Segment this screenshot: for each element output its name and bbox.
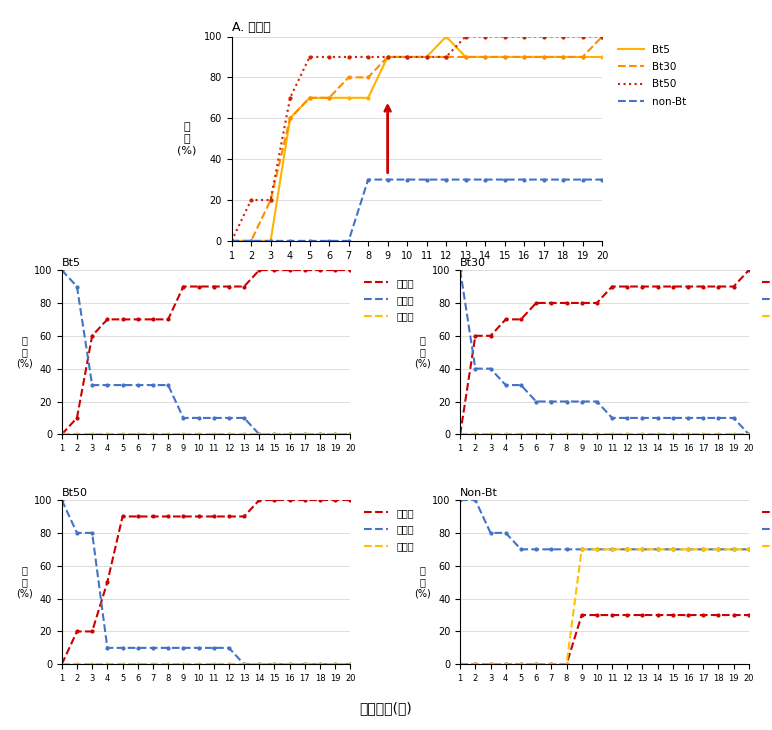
Legend: 사망률, 생존률, 용화율: 사망률, 생존률, 용화율 bbox=[760, 275, 772, 324]
Y-axis label: 비
율
(%): 비 율 (%) bbox=[16, 336, 32, 369]
Text: Bt50: Bt50 bbox=[62, 488, 88, 498]
Text: A. 사망률: A. 사망률 bbox=[232, 21, 270, 34]
Text: Bt30: Bt30 bbox=[460, 258, 486, 268]
Text: Non-Bt: Non-Bt bbox=[460, 488, 498, 498]
Text: Bt5: Bt5 bbox=[62, 258, 81, 268]
Legend: Bt5, Bt30, Bt50, non-Bt: Bt5, Bt30, Bt50, non-Bt bbox=[615, 42, 689, 110]
Y-axis label: 비
율
(%): 비 율 (%) bbox=[415, 566, 431, 599]
Y-axis label: 비
율
(%): 비 율 (%) bbox=[415, 336, 431, 369]
Legend: 사망률, 생존률, 용화율: 사망률, 생존률, 용화율 bbox=[361, 275, 417, 324]
Text: 노출시간(일): 노출시간(일) bbox=[360, 701, 412, 715]
Y-axis label: 비
율
(%): 비 율 (%) bbox=[178, 122, 197, 155]
Y-axis label: 비
율
(%): 비 율 (%) bbox=[16, 566, 32, 599]
Legend: 사망률, 생존률, 용화율: 사망률, 생존률, 용화율 bbox=[361, 505, 417, 554]
Legend: 사망률, 생존률, 용화율: 사망률, 생존률, 용화율 bbox=[760, 505, 772, 554]
